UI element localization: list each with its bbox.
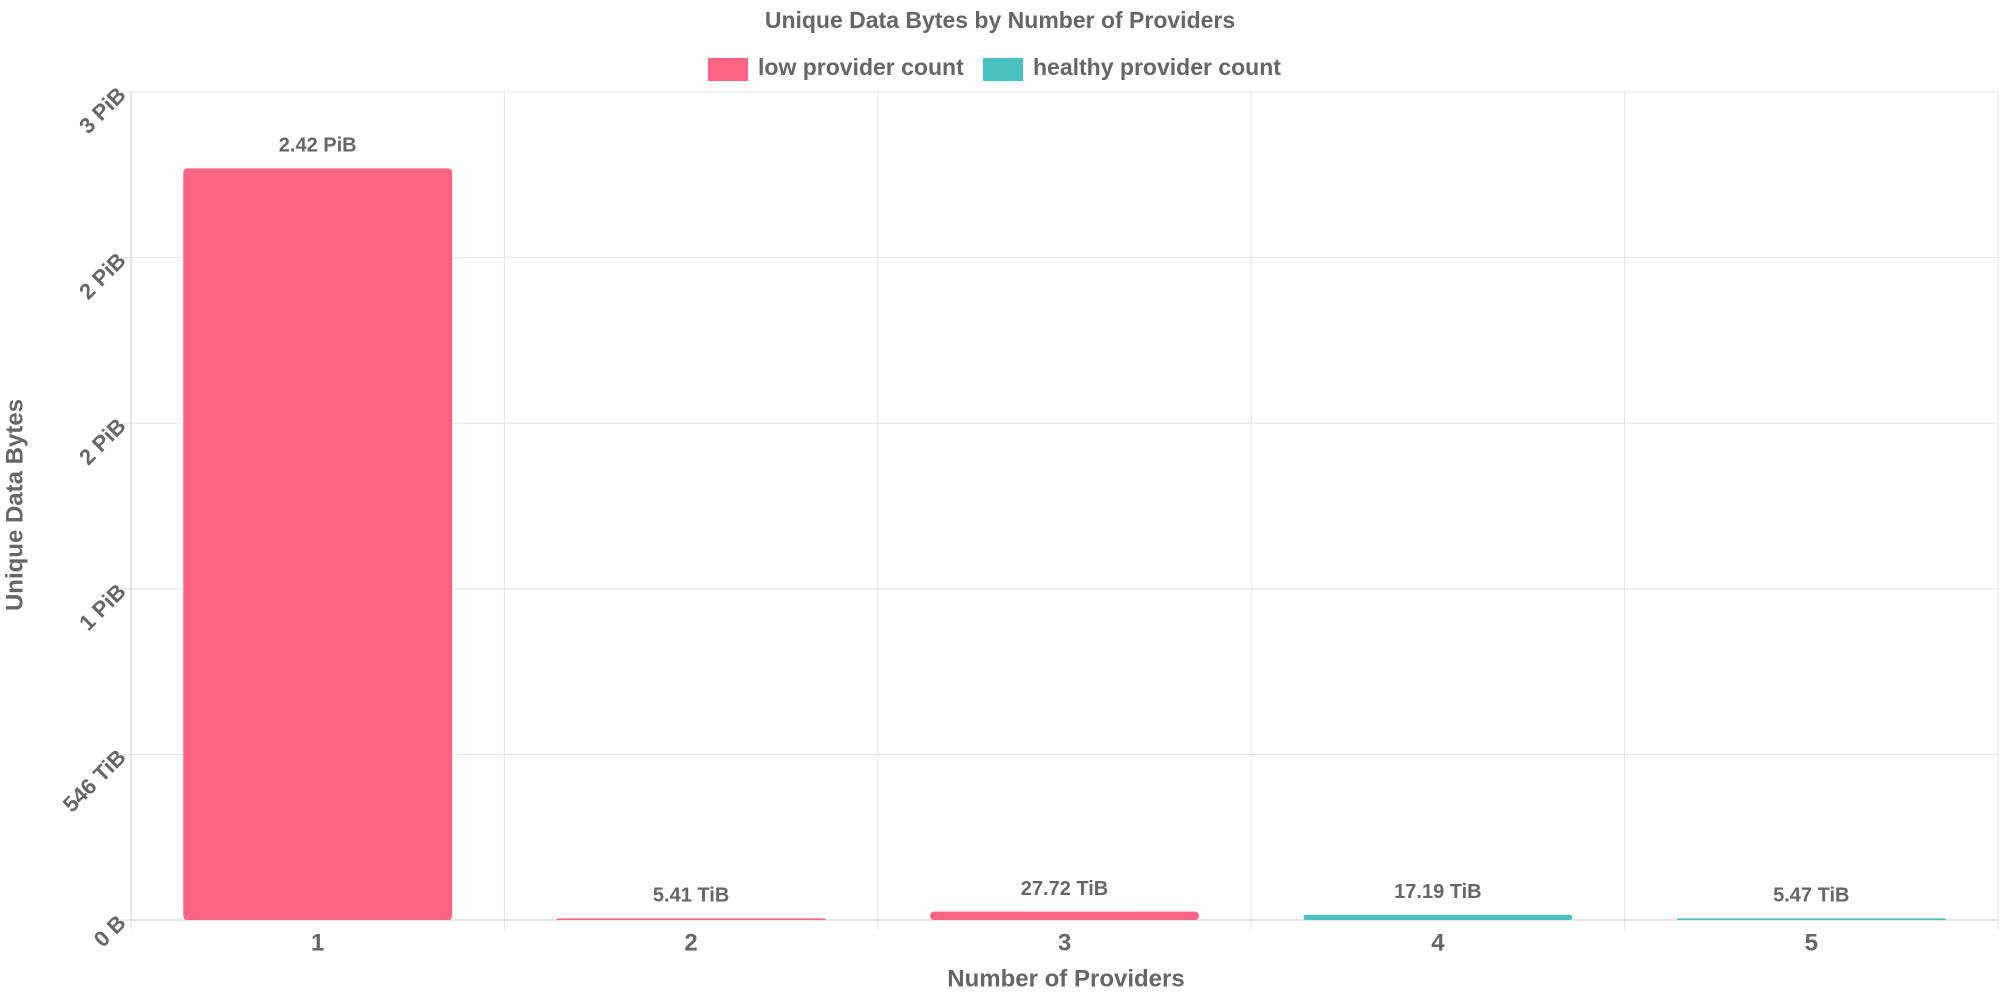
legend-label: low provider count (758, 54, 964, 80)
x-tick-label: 4 (1431, 929, 1445, 956)
x-tick-label: 3 (1058, 929, 1071, 956)
value-label: 5.47 TiB (1773, 885, 1849, 907)
value-label: 17.19 TiB (1394, 881, 1481, 903)
x-tick-label: 2 (684, 929, 697, 956)
y-axis-title: Unique Data Bytes (1, 399, 28, 611)
y-tick-label: 546 TiB (58, 744, 131, 817)
y-tick-label: 2 PiB (74, 248, 131, 305)
legend-swatch (708, 58, 748, 81)
y-tick-label: 1 PiB (74, 579, 131, 636)
bar (1676, 918, 1946, 920)
chart-title: Unique Data Bytes by Number of Providers (765, 7, 1235, 33)
y-tick-label: 3 PiB (74, 82, 131, 139)
x-tick-label: 1 (311, 929, 324, 956)
bar (556, 918, 826, 920)
legend-swatch (983, 58, 1023, 81)
value-label: 27.72 TiB (1021, 878, 1108, 900)
bar (183, 168, 453, 921)
legend-label: healthy provider count (1033, 54, 1281, 80)
value-label: 2.42 PiB (279, 135, 357, 157)
x-tick-label: 5 (1805, 929, 1818, 956)
y-tick-label: 2 PiB (74, 413, 131, 470)
value-label: 5.41 TiB (653, 885, 729, 907)
y-tick-label: 0 B (89, 910, 131, 952)
bar (1303, 914, 1573, 920)
bar (930, 911, 1199, 920)
x-axis-title: Number of Providers (947, 965, 1184, 992)
